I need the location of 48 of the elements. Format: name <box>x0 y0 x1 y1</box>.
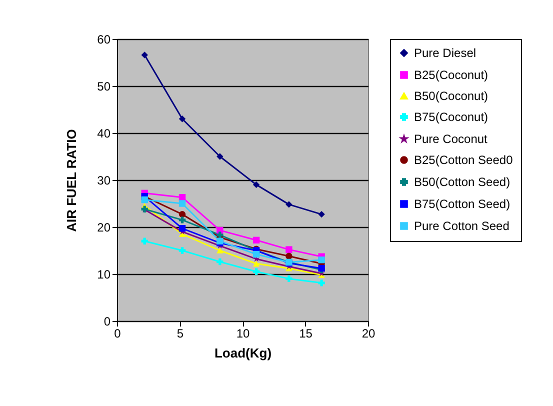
point <box>216 248 224 254</box>
point <box>252 260 260 267</box>
point <box>178 200 186 207</box>
legend-label: Pure Coconut <box>414 132 488 146</box>
point <box>178 210 186 218</box>
point <box>216 153 224 160</box>
legend-label: B75(Cotton Seed) <box>414 197 510 211</box>
legend-label: Pure Cotton Seed <box>414 219 510 233</box>
y-tick-label: 10 <box>97 268 111 282</box>
point <box>286 275 292 282</box>
y-tick-label: 60 <box>97 32 111 46</box>
y-tick-label: 0 <box>104 314 111 328</box>
point <box>178 116 186 122</box>
point <box>252 181 260 188</box>
point <box>141 196 148 204</box>
legend-label: B25(Cotton Seed0 <box>414 153 514 167</box>
legend-label: Pure Diesel <box>414 46 476 60</box>
x-tick-label: 0 <box>114 326 122 340</box>
point <box>318 280 325 286</box>
point <box>178 247 186 254</box>
legend-label: B75(Coconut) <box>414 110 488 124</box>
point <box>286 252 292 260</box>
point <box>252 250 260 258</box>
y-axis-title: AIR FUEL RATIO <box>64 129 80 232</box>
x-tick-label: 5 <box>176 326 184 340</box>
point <box>318 210 325 218</box>
y-tick-label: 40 <box>97 126 111 140</box>
y-tick-label: 20 <box>97 220 111 234</box>
point <box>141 52 148 58</box>
legend-label: B50(Coconut) <box>414 89 488 103</box>
point <box>286 201 292 208</box>
x-axis-title: Load(Kg) <box>214 346 272 360</box>
point <box>318 256 325 264</box>
x-tick-label: 15 <box>299 326 313 340</box>
y-tick-label: 50 <box>97 80 111 94</box>
point <box>178 216 186 224</box>
point <box>178 225 186 232</box>
point <box>216 258 224 266</box>
point <box>252 268 260 276</box>
point <box>286 246 292 253</box>
legend-label: B25(Coconut) <box>414 68 488 82</box>
legend-label: B50(Cotton Seed) <box>414 175 510 189</box>
x-tick-label: 20 <box>362 326 376 340</box>
point <box>252 236 260 244</box>
y-tick-label: 30 <box>97 174 111 188</box>
x-tick-label: 10 <box>236 326 250 340</box>
point <box>141 238 148 244</box>
point <box>216 232 224 238</box>
